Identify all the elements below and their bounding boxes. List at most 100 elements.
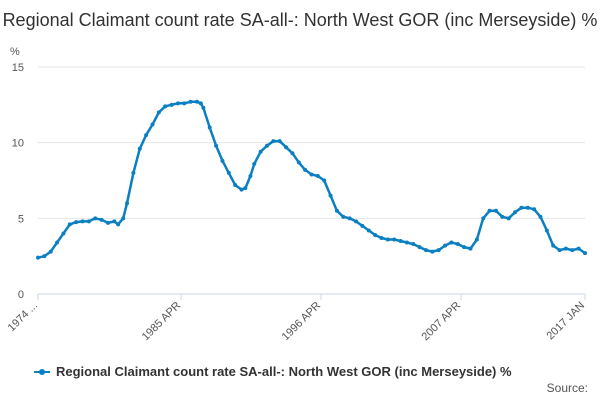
legend[interactable]: Regional Claimant count rate SA-all-: No… (34, 364, 512, 379)
legend-series-label: Regional Claimant count rate SA-all-: No… (56, 364, 512, 379)
data-point[interactable] (207, 125, 212, 130)
data-point[interactable] (487, 208, 492, 213)
data-point[interactable] (188, 99, 193, 104)
data-point[interactable] (55, 240, 60, 245)
data-point[interactable] (322, 178, 327, 183)
data-point[interactable] (74, 220, 79, 225)
data-point[interactable] (404, 240, 409, 245)
legend-line-marker-icon (34, 366, 50, 378)
data-point[interactable] (525, 205, 530, 210)
data-point[interactable] (366, 228, 371, 233)
data-point[interactable] (385, 237, 390, 242)
data-point[interactable] (513, 210, 518, 215)
data-point[interactable] (284, 145, 289, 150)
data-point[interactable] (150, 122, 155, 127)
data-point[interactable] (303, 167, 308, 172)
data-point[interactable] (144, 133, 149, 138)
data-point[interactable] (169, 102, 174, 107)
data-point[interactable] (258, 149, 263, 154)
source-label: Source: (546, 381, 588, 395)
data-point[interactable] (214, 143, 219, 148)
data-point[interactable] (347, 216, 352, 221)
data-point[interactable] (417, 245, 422, 250)
data-point[interactable] (563, 246, 568, 251)
data-point[interactable] (576, 246, 581, 251)
y-tick-label: 10 (12, 138, 24, 150)
data-point[interactable] (121, 216, 126, 221)
data-point[interactable] (80, 219, 85, 224)
data-point[interactable] (233, 183, 238, 188)
data-point[interactable] (462, 245, 467, 250)
y-tick-label: 0 (18, 289, 24, 301)
data-point[interactable] (36, 255, 40, 260)
data-point[interactable] (48, 249, 53, 254)
data-point[interactable] (493, 208, 498, 213)
data-point[interactable] (449, 240, 454, 245)
grid-lines (38, 66, 585, 295)
data-point[interactable] (105, 220, 110, 225)
data-point[interactable] (252, 161, 257, 166)
y-tick-label: 15 (12, 62, 24, 74)
data-point[interactable] (315, 173, 320, 178)
data-point[interactable] (474, 237, 479, 242)
data-point[interactable] (500, 214, 505, 219)
data-point[interactable] (309, 172, 314, 177)
data-point[interactable] (182, 101, 187, 106)
data-point[interactable] (341, 214, 346, 219)
data-point[interactable] (532, 207, 537, 212)
data-point[interactable] (220, 158, 225, 163)
data-point[interactable] (156, 110, 161, 115)
data-point[interactable] (163, 104, 168, 109)
data-point[interactable] (290, 151, 295, 156)
data-point[interactable] (195, 99, 200, 104)
data-point[interactable] (86, 219, 91, 224)
y-tick-label: 5 (18, 213, 24, 225)
data-point[interactable] (93, 216, 98, 221)
data-point[interactable] (398, 239, 403, 244)
data-point[interactable] (67, 222, 72, 227)
data-point[interactable] (248, 173, 253, 178)
data-point[interactable] (570, 248, 575, 253)
data-point[interactable] (116, 222, 121, 227)
data-point[interactable] (226, 170, 231, 175)
data-point[interactable] (277, 139, 282, 144)
data-point[interactable] (443, 243, 448, 248)
data-point[interactable] (506, 216, 511, 221)
data-point[interactable] (243, 186, 248, 191)
data-point[interactable] (99, 217, 104, 222)
data-point[interactable] (455, 242, 460, 247)
data-point[interactable] (175, 101, 180, 106)
data-point[interactable] (411, 242, 416, 247)
data-point[interactable] (538, 214, 543, 219)
data-point[interactable] (379, 236, 384, 241)
data-point[interactable] (198, 101, 203, 106)
data-point[interactable] (360, 223, 365, 228)
data-point[interactable] (436, 248, 441, 253)
data-point[interactable] (481, 216, 486, 221)
data-point[interactable] (125, 201, 130, 206)
data-point[interactable] (131, 170, 136, 175)
data-point[interactable] (423, 248, 428, 253)
data-point[interactable] (468, 246, 473, 251)
data-point[interactable] (373, 232, 378, 237)
data-point[interactable] (354, 219, 359, 224)
data-point[interactable] (201, 105, 206, 110)
data-point[interactable] (544, 228, 549, 233)
data-point[interactable] (328, 193, 333, 198)
data-point[interactable] (519, 205, 524, 210)
data-point[interactable] (551, 243, 556, 248)
data-point[interactable] (392, 237, 397, 242)
data-point[interactable] (334, 208, 339, 213)
data-point[interactable] (42, 254, 47, 259)
x-tick-label: 1985 APR (140, 300, 184, 344)
data-point[interactable] (112, 219, 117, 224)
data-point[interactable] (137, 146, 142, 151)
data-point[interactable] (583, 251, 587, 256)
data-point[interactable] (557, 248, 562, 253)
data-point[interactable] (239, 187, 244, 192)
data-point[interactable] (296, 160, 301, 165)
data-point[interactable] (271, 139, 276, 144)
data-point[interactable] (430, 249, 435, 254)
data-point[interactable] (61, 231, 66, 236)
data-point[interactable] (264, 143, 269, 148)
